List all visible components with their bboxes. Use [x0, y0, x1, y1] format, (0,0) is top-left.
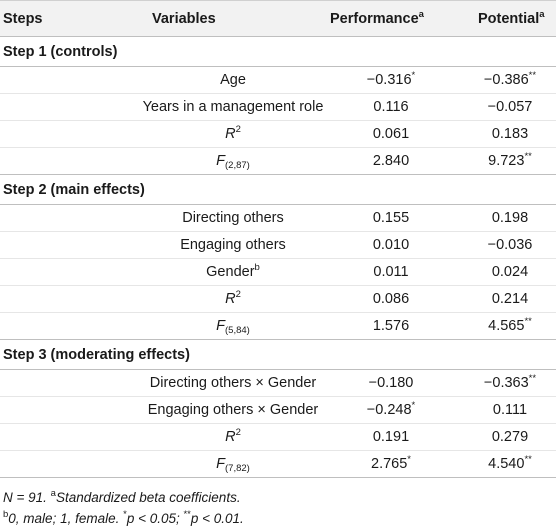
table-row-r2: R2 0.191 0.279: [0, 424, 556, 451]
potential-value: 0.214: [491, 291, 529, 307]
performance-value: −0.180: [368, 375, 414, 391]
table-row-engaging-gender: Engaging others × Gender −0.248* 0.111: [0, 397, 556, 424]
performance-value: −0.316*: [366, 70, 416, 88]
variable-label: Engaging others × Gender: [147, 402, 319, 418]
table-row-f: F(7,82) 2.765* 4.540**: [0, 451, 556, 478]
footnote-line-1: N = 91. aStandardized beta coefficients.: [3, 488, 241, 505]
performance-value: 0.061: [372, 126, 410, 142]
table-row-f: F(5,84) 1.576 4.565**: [0, 313, 556, 340]
variable-label: F(2,87): [216, 153, 250, 171]
variable-label: F(5,84): [216, 318, 250, 336]
performance-value: 0.010: [372, 237, 410, 253]
variable-label: R2: [225, 427, 241, 445]
variable-label: Age: [220, 72, 246, 88]
potential-value: −0.386**: [483, 70, 537, 88]
header-variables: Variables: [152, 11, 216, 27]
performance-value: 0.191: [372, 429, 410, 445]
footnote-line-2: b0, male; 1, female. *p < 0.05; **p < 0.…: [3, 509, 244, 526]
potential-value: 0.279: [491, 429, 529, 445]
performance-value: 2.840: [372, 153, 410, 169]
performance-value: 2.765*: [371, 454, 411, 472]
table-row-f: F(2,87) 2.840 9.723**: [0, 148, 556, 175]
variable-label: Directing others: [182, 210, 284, 226]
step-3-heading: Step 3 (moderating effects): [0, 340, 556, 370]
performance-value: 0.116: [373, 99, 409, 115]
performance-value: 0.011: [373, 264, 409, 280]
table-footnotes: N = 91. aStandardized beta coefficients.…: [0, 478, 556, 529]
variable-label: Engaging others: [180, 237, 286, 253]
potential-value: 4.540**: [488, 454, 532, 472]
table-row-directing: Directing others 0.155 0.198: [0, 205, 556, 232]
table-row-years: Years in a management role 0.116 −0.057: [0, 94, 556, 121]
table-row-directing-gender: Directing others × Gender −0.180 −0.363*…: [0, 370, 556, 397]
header-potential: Potentiala: [478, 9, 545, 27]
header-performance: Performancea: [330, 9, 424, 27]
performance-value: 1.576: [372, 318, 410, 334]
variable-label: R2: [225, 124, 241, 142]
variable-label: F(7,82): [216, 456, 250, 474]
table-row-age: Age −0.316* −0.386**: [0, 67, 556, 94]
potential-value: 0.024: [491, 264, 529, 280]
table-row-engaging: Engaging others 0.010 −0.036: [0, 232, 556, 259]
potential-value: −0.057: [487, 99, 533, 115]
variable-label: Directing others × Gender: [149, 375, 317, 391]
performance-value: 0.086: [372, 291, 410, 307]
step-1-heading: Step 1 (controls): [0, 37, 556, 67]
performance-value: −0.248*: [366, 400, 416, 418]
variable-label: Years in a management role: [142, 99, 324, 115]
step-2-heading: Step 2 (main effects): [0, 175, 556, 205]
performance-value: 0.155: [372, 210, 410, 226]
potential-value: −0.363**: [483, 373, 537, 391]
table-row-r2: R2 0.086 0.214: [0, 286, 556, 313]
table-header-row: Steps Variables Performancea Potentiala: [0, 0, 556, 37]
potential-value: 4.565**: [488, 316, 532, 334]
variable-label: Genderb: [206, 262, 260, 280]
potential-value: 0.183: [491, 126, 529, 142]
table-row-gender: Genderb 0.011 0.024: [0, 259, 556, 286]
potential-value: −0.036: [487, 237, 533, 253]
potential-value: 0.111: [492, 402, 528, 418]
table-row-r2: R2 0.061 0.183: [0, 121, 556, 148]
potential-value: 9.723**: [488, 151, 532, 169]
potential-value: 0.198: [491, 210, 529, 226]
variable-label: R2: [225, 289, 241, 307]
header-steps: Steps: [3, 11, 43, 27]
